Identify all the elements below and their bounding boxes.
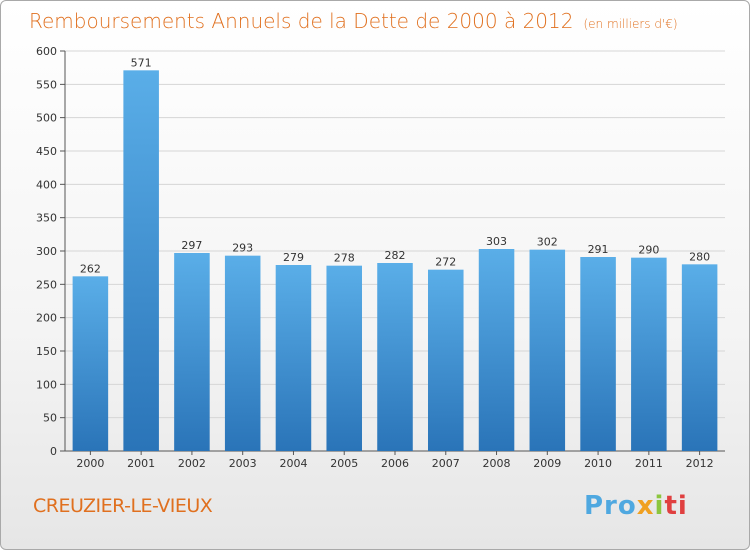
title-text: Remboursements Annuels de la Dette de 20…	[29, 9, 574, 33]
logo-part-4: ti	[664, 491, 688, 521]
bar	[529, 249, 566, 451]
x-tick-label: 2011	[635, 457, 663, 470]
bar	[681, 264, 718, 451]
x-tick-label: 2000	[76, 457, 104, 470]
bar	[631, 257, 667, 451]
data-label: 303	[486, 235, 507, 248]
logo-part-2: x	[636, 491, 655, 521]
x-tick-label: 2005	[330, 457, 358, 470]
bar	[123, 70, 159, 451]
x-tick-label: 2008	[483, 457, 511, 470]
bar	[377, 263, 413, 451]
y-tick-label: 450	[36, 145, 57, 158]
y-tick-label: 600	[36, 45, 57, 58]
y-tick-label: 100	[36, 378, 57, 391]
city-name: CREUZIER-LE-VIEUX	[33, 495, 213, 517]
x-tick-label: 2002	[178, 457, 206, 470]
bar	[224, 255, 261, 451]
title-unit: (en milliers d'€)	[583, 17, 678, 31]
x-tick-label: 2010	[584, 457, 612, 470]
proxiti-logo: Proxiti	[584, 491, 688, 521]
bar	[478, 249, 515, 451]
y-tick-label: 500	[36, 112, 57, 125]
x-tick-label: 2007	[432, 457, 460, 470]
bar	[326, 265, 362, 451]
y-tick-label: 250	[36, 278, 57, 291]
data-label: 293	[232, 242, 253, 255]
data-label: 279	[283, 251, 304, 264]
chart-title: Remboursements Annuels de la Dette de 20…	[29, 9, 678, 33]
logo-part-1: Pro	[584, 491, 637, 521]
bar	[428, 269, 464, 451]
y-tick-label: 300	[36, 245, 57, 258]
data-label: 302	[537, 236, 558, 249]
data-label: 297	[181, 239, 202, 252]
data-label: 262	[80, 262, 101, 275]
y-tick-label: 550	[36, 78, 57, 91]
labels: 262 571 297 293 279 278 282 272 303 302 291 290 280	[80, 56, 710, 275]
x-tick-label: 2006	[381, 457, 409, 470]
y-tick-label: 150	[36, 345, 57, 358]
x-tick-label: 2012	[686, 457, 714, 470]
data-label: 571	[131, 56, 152, 69]
data-label: 278	[334, 252, 355, 265]
bars	[72, 70, 718, 451]
y-tick-label: 50	[43, 412, 57, 425]
axes: 0 50 100 150 200 250 300 350 400 450 500 550 600 2000…	[36, 45, 725, 470]
x-tick-label: 2003	[229, 457, 257, 470]
data-label: 280	[689, 250, 710, 263]
data-label: 282	[385, 249, 406, 262]
bar	[174, 253, 210, 451]
data-label: 272	[435, 256, 456, 269]
bar	[275, 265, 312, 451]
x-tick-label: 2004	[279, 457, 307, 470]
bar	[72, 276, 109, 451]
x-tick-label: 2009	[533, 457, 561, 470]
y-tick-label: 400	[36, 178, 57, 191]
data-label: 291	[588, 243, 609, 256]
x-tick-label: 2001	[127, 457, 155, 470]
y-tick-label: 350	[36, 212, 57, 225]
data-label: 290	[638, 244, 659, 257]
y-tick-label: 200	[36, 312, 57, 325]
y-tick-label: 0	[50, 445, 57, 458]
bar	[580, 257, 616, 451]
logo-part-3: i	[654, 491, 665, 521]
